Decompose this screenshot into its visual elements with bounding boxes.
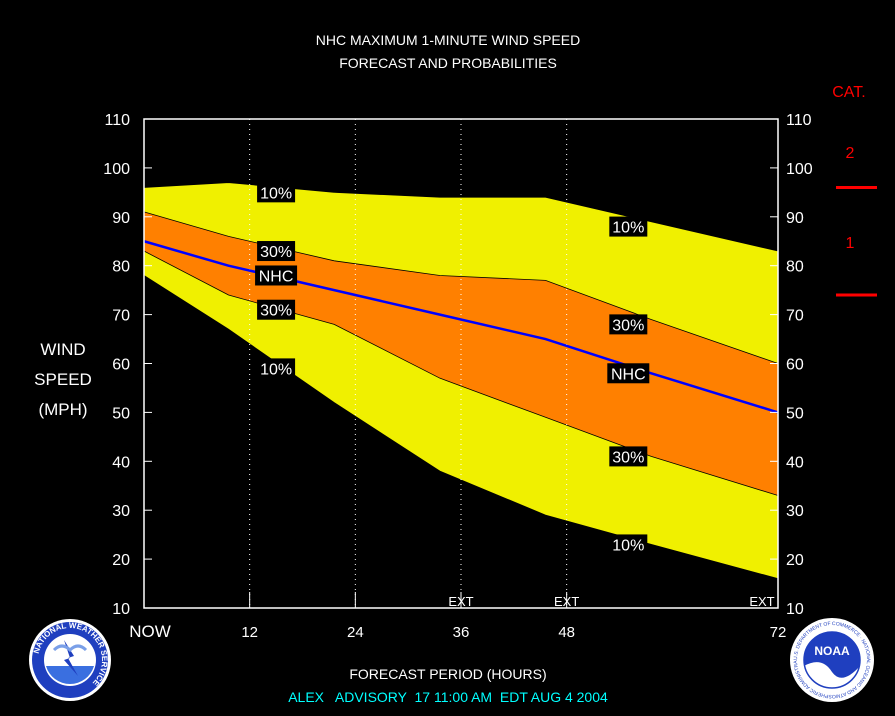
band-label-4: 10% — [260, 361, 292, 378]
band-label-8: 30% — [612, 449, 644, 466]
x-tick-label-0: NOW — [129, 622, 171, 641]
noaa-logo: NOAA U.S. DEPARTMENT OF COMMERCE · NATIO… — [790, 618, 874, 702]
ext-marker-72: EXT — [749, 594, 774, 609]
band-label-9: 10% — [612, 537, 644, 554]
band-label-bg-4 — [257, 358, 296, 379]
y-tick-label-left-90: 90 — [112, 210, 130, 227]
x-tick-label-24: 24 — [347, 624, 364, 641]
ext-marker-48: EXT — [554, 594, 579, 609]
plot-area: 10 10 20 20 30 30 40 40 50 50 60 60 70 70 80 80 90 90 100 1… — [103, 112, 813, 641]
noaa-logo-text: NOAA — [814, 644, 850, 658]
category-label-2: 2 — [846, 145, 855, 162]
band-label-bg-5 — [609, 216, 648, 237]
category-title: CAT. — [832, 84, 865, 101]
band-label-bg-6 — [609, 314, 648, 335]
x-tick-label-36: 36 — [453, 624, 470, 641]
ext-marker-36: EXT — [448, 594, 473, 609]
chart-title-line2: FORECAST AND PROBABILITIES — [339, 55, 557, 71]
y-tick-label-left-110: 110 — [104, 112, 130, 129]
band-label-bg-2 — [255, 265, 298, 286]
series-line-4 — [143, 275, 779, 580]
band-label-6: 30% — [612, 317, 644, 334]
band-label-bg-1 — [257, 241, 296, 262]
band-label-bg-8 — [609, 446, 648, 467]
y-tick-label-right-110: 110 — [786, 112, 812, 129]
band-label-3: 30% — [260, 303, 292, 320]
category-threshold-lines — [836, 185, 877, 297]
x-tick-label-12: 12 — [241, 624, 258, 641]
y-tick-label-left-70: 70 — [112, 308, 130, 325]
band-label-bg-0 — [257, 182, 296, 203]
band-label-bg-7 — [607, 363, 650, 384]
x-axis-label: FORECAST PERIOD (HOURS) — [349, 666, 546, 682]
y-tick-label-right-20: 20 — [786, 552, 804, 569]
x-tick-label-72: 72 — [770, 624, 787, 641]
y-tick-label-left-30: 30 — [112, 503, 130, 520]
y-tick-label-right-40: 40 — [786, 454, 804, 471]
y-tick-label-left-50: 50 — [112, 405, 130, 422]
y-tick-label-left-10: 10 — [112, 601, 130, 618]
y-axis-label-line3: (MPH) — [38, 400, 87, 419]
series-line-nhc — [143, 240, 779, 414]
nws-logo: NATIONAL WEATHER SERVICE — [29, 619, 111, 701]
y-tick-label-right-90: 90 — [786, 210, 804, 227]
y-tick-label-left-40: 40 — [112, 454, 130, 471]
chart-title-line1: NHC MAXIMUM 1-MINUTE WIND SPEED — [316, 32, 580, 48]
band-label-0: 10% — [260, 185, 292, 202]
band-label-bg-9 — [609, 534, 648, 555]
band-label-bg-3 — [257, 299, 296, 320]
y-axis-label-line1: WIND — [40, 340, 85, 359]
y-tick-label-left-20: 20 — [112, 552, 130, 569]
y-tick-label-left-80: 80 — [112, 259, 130, 276]
y-tick-label-right-10: 10 — [786, 601, 804, 618]
series-line-1 — [143, 211, 779, 364]
y-tick-label-right-50: 50 — [786, 405, 804, 422]
series-line-3 — [143, 250, 779, 496]
y-tick-label-right-70: 70 — [786, 308, 804, 325]
y-tick-label-right-60: 60 — [786, 357, 804, 374]
band-label-7: NHC — [611, 366, 646, 383]
y-tick-label-right-30: 30 — [786, 503, 804, 520]
y-tick-label-right-100: 100 — [786, 161, 813, 178]
band-label-2: NHC — [259, 268, 294, 285]
y-axis-label-line2: SPEED — [34, 370, 92, 389]
band-label-1: 30% — [260, 244, 292, 261]
band-label-5: 10% — [612, 220, 644, 237]
advisory-footer: ALEX ADVISORY 17 11:00 AM EDT AUG 4 2004 — [288, 689, 608, 705]
series-line-0 — [143, 182, 779, 252]
x-tick-label-48: 48 — [558, 624, 575, 641]
y-tick-label-left-100: 100 — [103, 161, 130, 178]
category-label-1: 1 — [846, 235, 855, 252]
y-tick-label-right-80: 80 — [786, 259, 804, 276]
y-tick-label-left-60: 60 — [112, 357, 130, 374]
